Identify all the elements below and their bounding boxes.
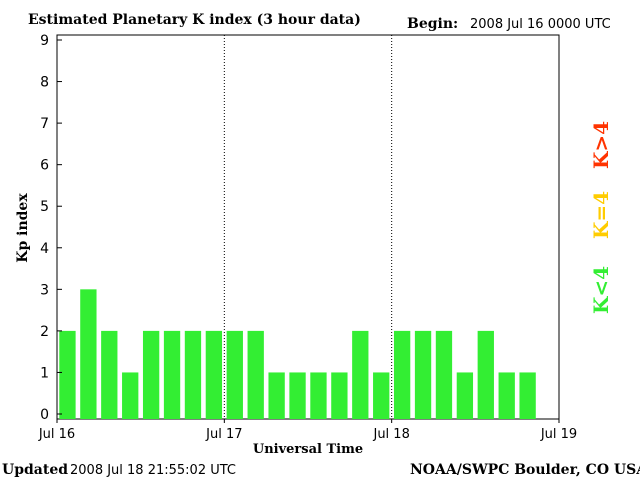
kp-bar — [226, 330, 243, 419]
x-tick-label: Jul 18 — [372, 427, 409, 442]
plot-frame — [56, 34, 560, 420]
updated-label: Updated — [2, 462, 68, 478]
kp-bar — [477, 330, 494, 419]
y-tick-label: 5 — [40, 199, 49, 215]
kp-bar — [519, 372, 536, 419]
y-tick-label: 2 — [40, 324, 49, 340]
day-separators — [223, 35, 393, 419]
kp-bar — [163, 330, 181, 419]
x-tick-label: Jul 19 — [540, 427, 577, 442]
kp-bar — [414, 330, 432, 419]
y-tick-label: 1 — [40, 365, 49, 381]
source-credit: NOAA/SWPC Boulder, CO USA — [410, 462, 640, 478]
kp-bar — [498, 372, 515, 419]
kp-bar — [456, 372, 474, 419]
legend-label: K>4 — [589, 121, 613, 169]
kp-bar — [268, 372, 285, 419]
begin-label: Begin: — [407, 16, 458, 32]
kp-bar — [184, 330, 202, 419]
kp-bar — [101, 330, 118, 419]
kp-bar — [289, 372, 306, 419]
kp-bar — [59, 330, 76, 419]
kp-bar — [122, 372, 139, 419]
legend: K>4 K=4 K<4 — [589, 121, 613, 314]
kp-bar — [205, 330, 223, 419]
updated-value: 2008 Jul 18 21:55:02 UTC — [70, 463, 236, 478]
x-tick-label: Jul 16 — [38, 427, 75, 442]
kp-bar — [352, 330, 369, 419]
y-tick-label: 6 — [40, 158, 49, 174]
chart-title: Estimated Planetary K index (3 hour data… — [28, 12, 361, 28]
kp-bar — [373, 372, 390, 419]
y-tick-label: 0 — [40, 407, 49, 423]
kp-bar — [142, 330, 160, 419]
kp-bar — [80, 289, 97, 419]
kp-bar — [393, 330, 411, 419]
begin-value: 2008 Jul 16 0000 UTC — [470, 17, 611, 32]
kp-bar — [435, 330, 453, 419]
y-tick-label: 3 — [40, 282, 49, 298]
x-ticks: Jul 16 Jul 17 Jul 18 Jul 19 — [38, 419, 577, 442]
x-axis-label: Universal Time — [253, 442, 363, 457]
legend-label: K<4 — [589, 266, 613, 314]
y-tick-label: 9 — [40, 33, 49, 49]
y-axis-label: Kp index — [15, 193, 31, 263]
y-ticks: 0 1 2 3 4 5 6 7 8 9 — [40, 33, 62, 423]
y-tick-label: 8 — [40, 75, 49, 91]
kp-bar — [247, 330, 264, 419]
bars-group — [59, 289, 536, 419]
y-tick-label: 4 — [40, 241, 49, 257]
kp-bar — [331, 372, 348, 419]
y-tick-label: 7 — [40, 116, 49, 132]
x-tick-label: Jul 17 — [205, 427, 242, 442]
kp-bar — [310, 372, 327, 419]
legend-label: K=4 — [589, 191, 613, 239]
